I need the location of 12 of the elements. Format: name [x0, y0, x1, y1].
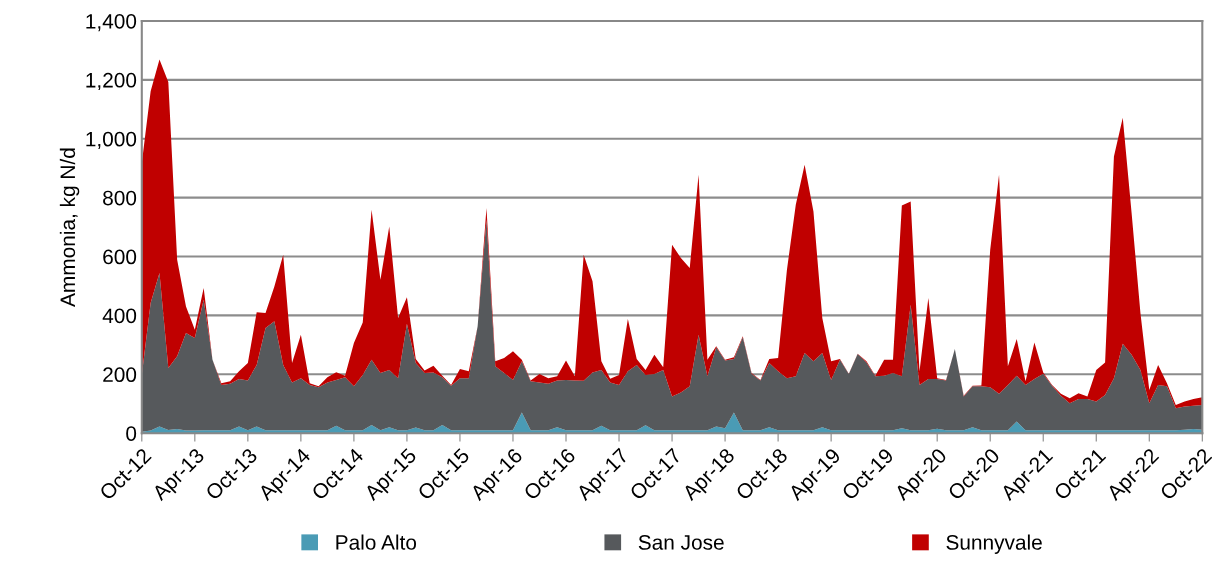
y-tick-label: 600	[103, 249, 137, 265]
y-tick-label: 0	[126, 426, 137, 441]
y-tick-label: 200	[103, 367, 137, 383]
y-axis-title: Ammonia, kg N/d	[59, 148, 80, 307]
y-tick-label: 1,000	[86, 131, 137, 149]
legend-label: Palo Alto	[336, 534, 417, 550]
y-tick-label: 1,200	[86, 72, 137, 91]
legend-label: San Jose	[638, 535, 724, 550]
y-tick-label: 800	[103, 190, 137, 206]
y-tick-label: 1,400	[86, 13, 137, 32]
y-tick-label: 400	[102, 308, 137, 324]
legend-label: Sunnyvale	[946, 534, 1042, 554]
